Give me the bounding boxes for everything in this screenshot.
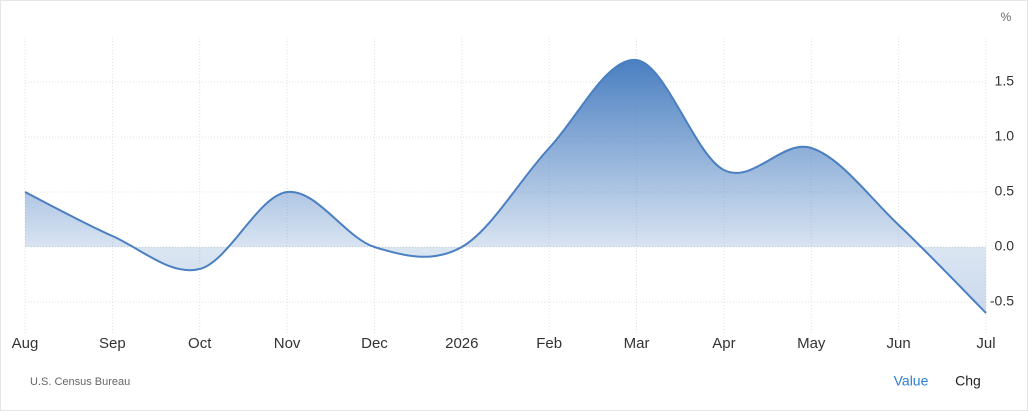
y-tick-label: 1.0 — [995, 128, 1015, 144]
y-tick-label: -0.5 — [990, 293, 1014, 309]
x-tick-label: Aug — [12, 335, 39, 352]
line — [24, 58, 987, 314]
y-tick-label: 0.0 — [995, 238, 1015, 254]
area — [25, 59, 986, 313]
x-tick-label: Apr — [712, 335, 735, 352]
unit-label: % — [1001, 10, 1012, 24]
x-tick-label: Feb — [536, 335, 562, 352]
x-tick-label: May — [797, 335, 826, 352]
x-tick-label: Jul — [976, 335, 995, 352]
chg-button[interactable]: Chg — [955, 373, 981, 389]
y-tick-label: 1.5 — [995, 73, 1015, 89]
x-tick-label: Sep — [99, 335, 126, 352]
x-tick-label: Oct — [188, 335, 212, 352]
x-tick-label: Mar — [624, 335, 650, 352]
x-tick-label: 2026 — [445, 335, 478, 352]
x-tick-label: Dec — [361, 335, 388, 352]
x-tick-label: Jun — [887, 335, 911, 352]
source: U.S. Census Bureau — [30, 376, 130, 388]
x-tick-label: Nov — [274, 335, 301, 352]
y-tick-label: 0.5 — [995, 183, 1015, 199]
value-button[interactable]: Value — [894, 373, 929, 389]
